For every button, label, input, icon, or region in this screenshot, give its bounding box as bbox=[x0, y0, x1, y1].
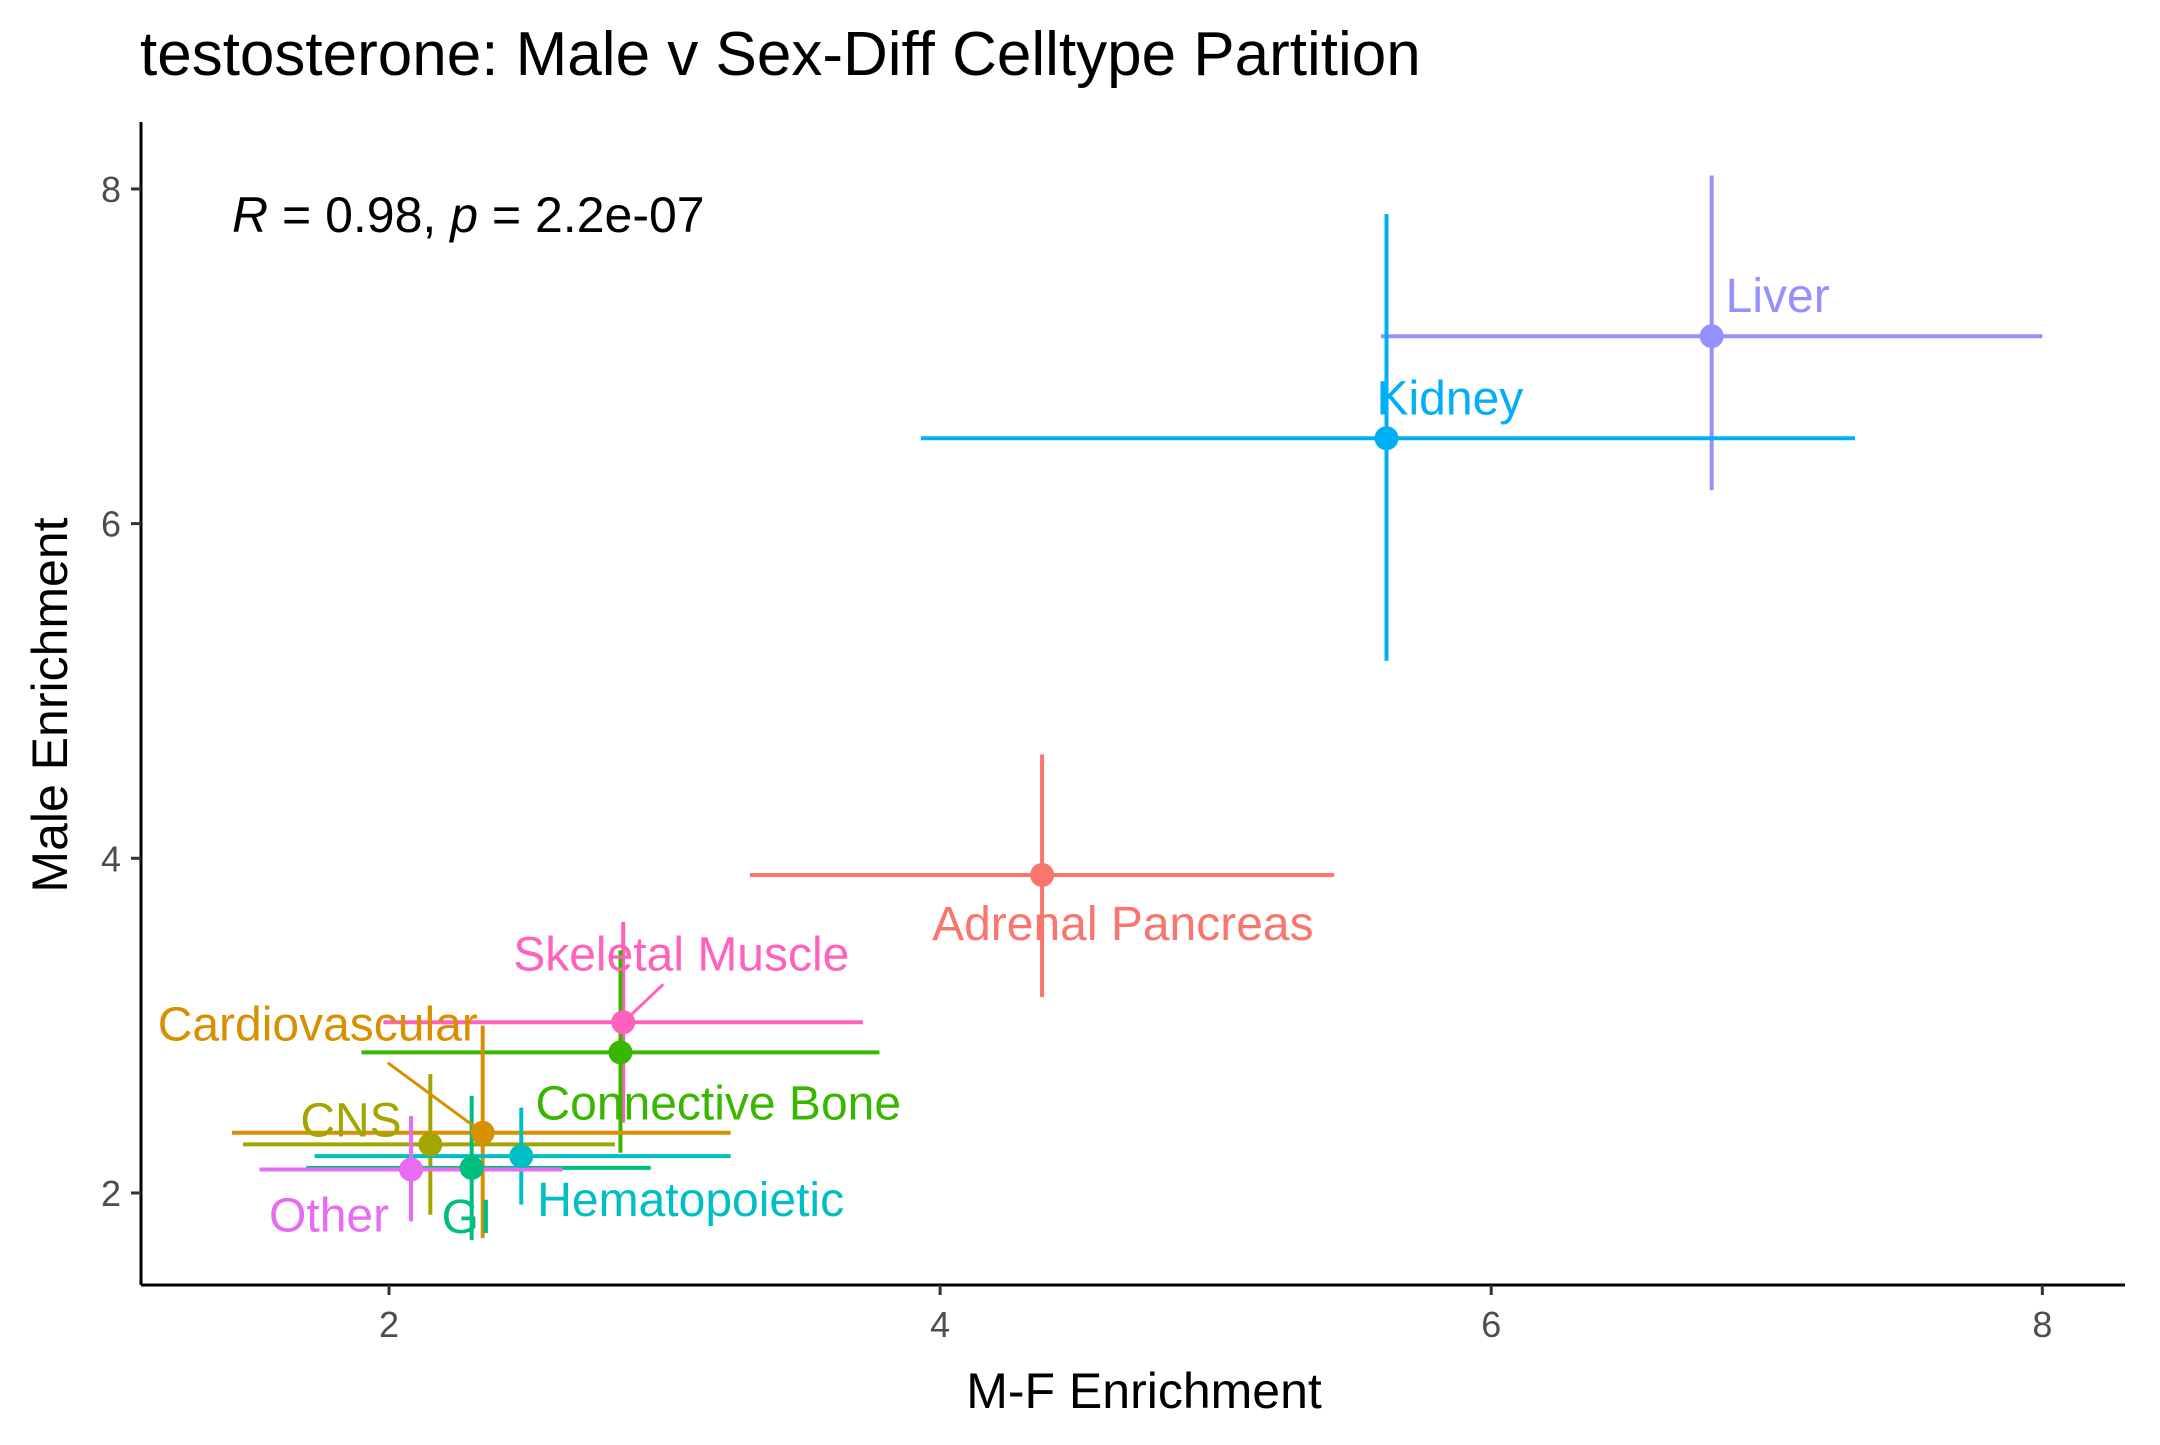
error-bars bbox=[231, 175, 2043, 1240]
label-hematopoietic: Hematopoietic bbox=[537, 1174, 844, 1227]
y-tick-label-6: 6 bbox=[101, 504, 121, 545]
y-ticks: 2 4 6 8 bbox=[101, 169, 141, 1214]
label-other: Other bbox=[269, 1190, 389, 1243]
x-tick-label-2: 2 bbox=[379, 1304, 399, 1345]
label-gi: GI bbox=[442, 1191, 493, 1244]
point-hematopoietic bbox=[509, 1144, 534, 1169]
x-ticks: 2 4 6 8 bbox=[379, 1285, 2052, 1345]
label-skeletal-muscle: Skeletal Muscle bbox=[513, 928, 849, 981]
label-adrenal-pancreas: Adrenal Pancreas bbox=[932, 898, 1314, 951]
axes: 2 4 6 8 2 4 6 8 bbox=[101, 122, 2125, 1345]
y-tick-label-8: 8 bbox=[101, 169, 121, 210]
point-cns bbox=[418, 1132, 443, 1157]
point-liver bbox=[1699, 324, 1724, 349]
y-axis-title: Male Enrichment bbox=[22, 517, 78, 892]
point-labels: Liver Kidney Adrenal Pancreas Skeletal Musc… bbox=[158, 270, 1830, 1244]
point-connective-bone bbox=[608, 1040, 633, 1065]
y-tick-label-4: 4 bbox=[101, 838, 121, 879]
p-symbol: p bbox=[448, 187, 478, 243]
x-tick-label-4: 4 bbox=[930, 1304, 950, 1345]
point-kidney bbox=[1374, 426, 1399, 451]
correlation-annotation: R = 0.98, p = 2.2e-07 bbox=[232, 187, 705, 243]
point-gi bbox=[459, 1155, 484, 1180]
r-symbol: R bbox=[232, 187, 268, 243]
point-other bbox=[399, 1157, 424, 1182]
point-cardiovascular bbox=[470, 1120, 495, 1145]
data-points bbox=[399, 324, 1724, 1182]
label-kidney: Kidney bbox=[1377, 372, 1524, 425]
point-adrenal-pancreas bbox=[1030, 863, 1055, 888]
x-axis-title: M-F Enrichment bbox=[966, 1363, 1322, 1419]
x-tick-label-6: 6 bbox=[1481, 1304, 1501, 1345]
chart-title: testosterone: Male v Sex-Diff Celltype P… bbox=[140, 20, 1421, 89]
label-connective-bone: Connective Bone bbox=[535, 1077, 901, 1130]
r-value: = 0.98, bbox=[268, 187, 450, 243]
label-cns: CNS bbox=[300, 1094, 401, 1147]
point-skeletal-muscle bbox=[611, 1010, 636, 1035]
p-value: = 2.2e-07 bbox=[478, 187, 705, 243]
label-cardiovascular: Cardiovascular bbox=[158, 999, 478, 1052]
connector-cardiovascular bbox=[386, 1061, 484, 1134]
y-tick-label-2: 2 bbox=[101, 1173, 121, 1214]
x-tick-label-8: 8 bbox=[2032, 1304, 2052, 1345]
label-liver: Liver bbox=[1726, 270, 1830, 323]
